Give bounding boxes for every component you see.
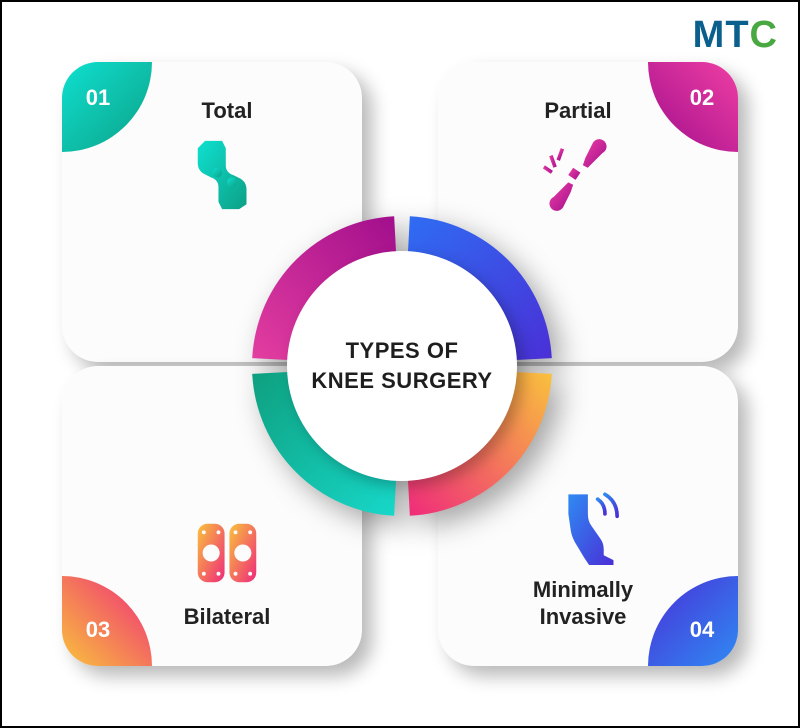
logo-letter-t: T [725, 14, 749, 56]
logo-letter-m: M [693, 14, 726, 56]
center-title: TYPES OF KNEE SURGERY [311, 336, 492, 395]
logo-letter-c: C [750, 14, 778, 56]
infographic-stage: MTC 01 Total 02 Partial [2, 2, 798, 726]
mtc-logo: MTC [693, 14, 778, 57]
card-title: Partial [544, 98, 611, 124]
card-title: Minimally Invasive [533, 577, 633, 630]
card-title: Total [202, 98, 253, 124]
card-title: Bilateral [184, 604, 271, 630]
center-circle: TYPES OF KNEE SURGERY [287, 251, 517, 481]
